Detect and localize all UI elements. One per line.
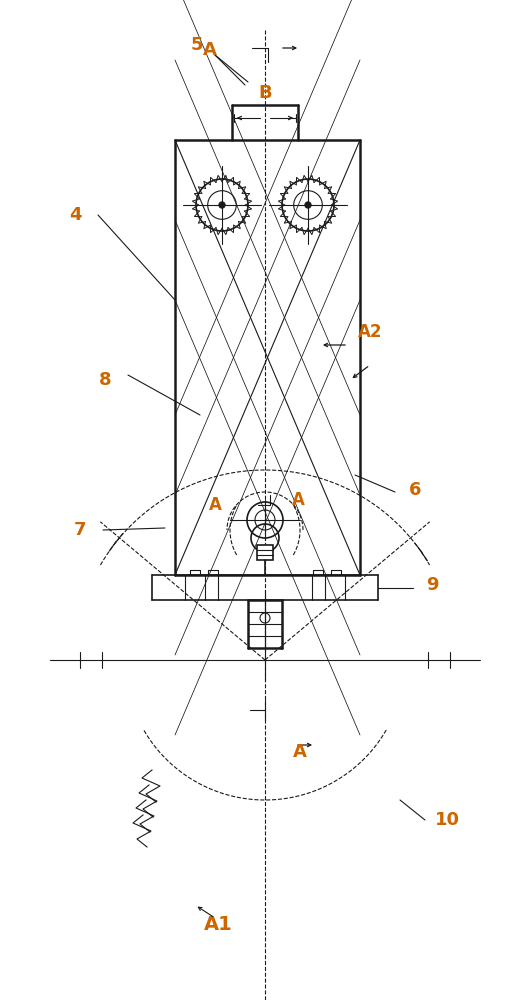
- Circle shape: [305, 202, 311, 208]
- Text: A1: A1: [203, 916, 233, 934]
- Circle shape: [219, 202, 225, 208]
- Text: A: A: [203, 41, 217, 59]
- Text: A: A: [209, 496, 221, 514]
- FancyBboxPatch shape: [257, 545, 273, 560]
- Text: A2: A2: [358, 323, 382, 341]
- Text: 4: 4: [68, 206, 81, 224]
- Text: A: A: [292, 491, 304, 509]
- Text: A: A: [293, 743, 307, 761]
- Text: B: B: [258, 84, 272, 102]
- Text: 5: 5: [191, 36, 203, 54]
- Text: 6: 6: [409, 481, 421, 499]
- Text: 8: 8: [99, 371, 112, 389]
- Text: 7: 7: [74, 521, 86, 539]
- Text: 9: 9: [426, 576, 438, 594]
- Text: 10: 10: [434, 811, 459, 829]
